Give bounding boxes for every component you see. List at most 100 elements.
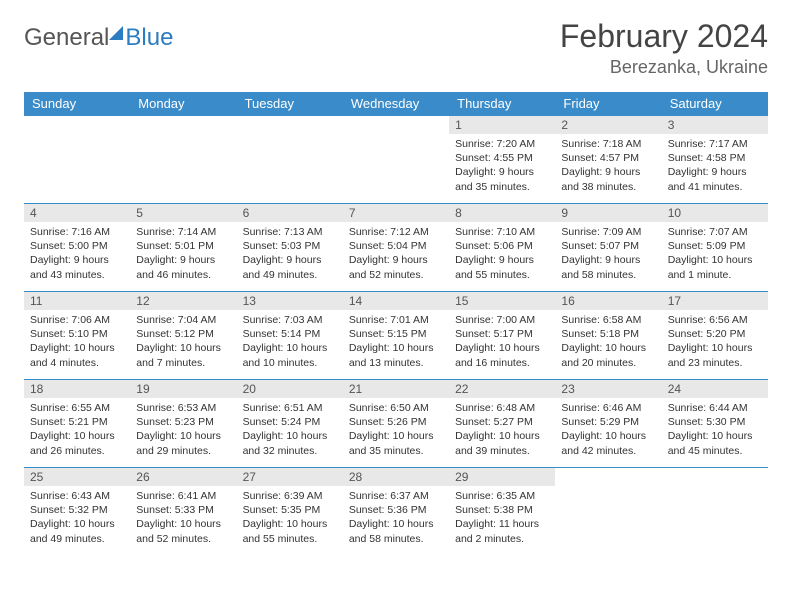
day-number: 11 bbox=[24, 292, 130, 310]
day-body: Sunrise: 6:50 AMSunset: 5:26 PMDaylight:… bbox=[343, 398, 449, 462]
day-body: Sunrise: 6:55 AMSunset: 5:21 PMDaylight:… bbox=[24, 398, 130, 462]
calendar-cell: 14Sunrise: 7:01 AMSunset: 5:15 PMDayligh… bbox=[343, 292, 449, 380]
calendar-cell: 17Sunrise: 6:56 AMSunset: 5:20 PMDayligh… bbox=[662, 292, 768, 380]
calendar-cell: 15Sunrise: 7:00 AMSunset: 5:17 PMDayligh… bbox=[449, 292, 555, 380]
day-number: 12 bbox=[130, 292, 236, 310]
calendar-cell: 24Sunrise: 6:44 AMSunset: 5:30 PMDayligh… bbox=[662, 380, 768, 468]
day-body: Sunrise: 6:53 AMSunset: 5:23 PMDaylight:… bbox=[130, 398, 236, 462]
calendar-cell: 16Sunrise: 6:58 AMSunset: 5:18 PMDayligh… bbox=[555, 292, 661, 380]
calendar-cell: 18Sunrise: 6:55 AMSunset: 5:21 PMDayligh… bbox=[24, 380, 130, 468]
logo: General Blue bbox=[24, 18, 173, 52]
weekday-header: Sunday bbox=[24, 92, 130, 116]
calendar-week: 1Sunrise: 7:20 AMSunset: 4:55 PMDaylight… bbox=[24, 116, 768, 204]
calendar-cell: 7Sunrise: 7:12 AMSunset: 5:04 PMDaylight… bbox=[343, 204, 449, 292]
day-number: 29 bbox=[449, 468, 555, 486]
weekday-header: Friday bbox=[555, 92, 661, 116]
day-number: 9 bbox=[555, 204, 661, 222]
day-body: Sunrise: 7:17 AMSunset: 4:58 PMDaylight:… bbox=[662, 134, 768, 198]
day-body: Sunrise: 6:44 AMSunset: 5:30 PMDaylight:… bbox=[662, 398, 768, 462]
day-body: Sunrise: 7:20 AMSunset: 4:55 PMDaylight:… bbox=[449, 134, 555, 198]
day-number: 23 bbox=[555, 380, 661, 398]
day-number: 6 bbox=[237, 204, 343, 222]
calendar-week: 4Sunrise: 7:16 AMSunset: 5:00 PMDaylight… bbox=[24, 204, 768, 292]
day-body: Sunrise: 7:06 AMSunset: 5:10 PMDaylight:… bbox=[24, 310, 130, 374]
calendar-week: 11Sunrise: 7:06 AMSunset: 5:10 PMDayligh… bbox=[24, 292, 768, 380]
calendar-cell: 11Sunrise: 7:06 AMSunset: 5:10 PMDayligh… bbox=[24, 292, 130, 380]
weekday-row: SundayMondayTuesdayWednesdayThursdayFrid… bbox=[24, 92, 768, 116]
day-number: 10 bbox=[662, 204, 768, 222]
day-number: 1 bbox=[449, 116, 555, 134]
day-number: 5 bbox=[130, 204, 236, 222]
day-number: 13 bbox=[237, 292, 343, 310]
weekday-header: Monday bbox=[130, 92, 236, 116]
calendar-cell bbox=[662, 468, 768, 556]
calendar-cell: 25Sunrise: 6:43 AMSunset: 5:32 PMDayligh… bbox=[24, 468, 130, 556]
calendar-cell: 23Sunrise: 6:46 AMSunset: 5:29 PMDayligh… bbox=[555, 380, 661, 468]
weekday-header: Thursday bbox=[449, 92, 555, 116]
day-number: 17 bbox=[662, 292, 768, 310]
day-body: Sunrise: 6:46 AMSunset: 5:29 PMDaylight:… bbox=[555, 398, 661, 462]
calendar-cell: 20Sunrise: 6:51 AMSunset: 5:24 PMDayligh… bbox=[237, 380, 343, 468]
day-number: 2 bbox=[555, 116, 661, 134]
header: General Blue February 2024 Berezanka, Uk… bbox=[24, 18, 768, 78]
calendar-head: SundayMondayTuesdayWednesdayThursdayFrid… bbox=[24, 92, 768, 116]
calendar-cell: 27Sunrise: 6:39 AMSunset: 5:35 PMDayligh… bbox=[237, 468, 343, 556]
day-body: Sunrise: 6:39 AMSunset: 5:35 PMDaylight:… bbox=[237, 486, 343, 550]
day-body: Sunrise: 7:13 AMSunset: 5:03 PMDaylight:… bbox=[237, 222, 343, 286]
day-body: Sunrise: 6:35 AMSunset: 5:38 PMDaylight:… bbox=[449, 486, 555, 550]
day-body: Sunrise: 7:18 AMSunset: 4:57 PMDaylight:… bbox=[555, 134, 661, 198]
day-number: 18 bbox=[24, 380, 130, 398]
day-body: Sunrise: 6:37 AMSunset: 5:36 PMDaylight:… bbox=[343, 486, 449, 550]
calendar-cell: 2Sunrise: 7:18 AMSunset: 4:57 PMDaylight… bbox=[555, 116, 661, 204]
day-body: Sunrise: 7:07 AMSunset: 5:09 PMDaylight:… bbox=[662, 222, 768, 286]
calendar-cell: 4Sunrise: 7:16 AMSunset: 5:00 PMDaylight… bbox=[24, 204, 130, 292]
calendar-week: 25Sunrise: 6:43 AMSunset: 5:32 PMDayligh… bbox=[24, 468, 768, 556]
day-number: 26 bbox=[130, 468, 236, 486]
calendar-cell: 13Sunrise: 7:03 AMSunset: 5:14 PMDayligh… bbox=[237, 292, 343, 380]
calendar-table: SundayMondayTuesdayWednesdayThursdayFrid… bbox=[24, 92, 768, 556]
day-body: Sunrise: 7:10 AMSunset: 5:06 PMDaylight:… bbox=[449, 222, 555, 286]
day-number: 27 bbox=[237, 468, 343, 486]
day-number: 4 bbox=[24, 204, 130, 222]
calendar-cell: 21Sunrise: 6:50 AMSunset: 5:26 PMDayligh… bbox=[343, 380, 449, 468]
logo-triangle-icon bbox=[109, 26, 123, 40]
calendar-cell: 26Sunrise: 6:41 AMSunset: 5:33 PMDayligh… bbox=[130, 468, 236, 556]
calendar-cell: 1Sunrise: 7:20 AMSunset: 4:55 PMDaylight… bbox=[449, 116, 555, 204]
day-number: 25 bbox=[24, 468, 130, 486]
day-body: Sunrise: 7:16 AMSunset: 5:00 PMDaylight:… bbox=[24, 222, 130, 286]
location: Berezanka, Ukraine bbox=[560, 57, 768, 78]
day-number: 24 bbox=[662, 380, 768, 398]
calendar-cell: 10Sunrise: 7:07 AMSunset: 5:09 PMDayligh… bbox=[662, 204, 768, 292]
calendar-cell: 6Sunrise: 7:13 AMSunset: 5:03 PMDaylight… bbox=[237, 204, 343, 292]
day-body: Sunrise: 7:03 AMSunset: 5:14 PMDaylight:… bbox=[237, 310, 343, 374]
logo-text-2: Blue bbox=[125, 24, 173, 52]
day-body: Sunrise: 7:12 AMSunset: 5:04 PMDaylight:… bbox=[343, 222, 449, 286]
day-number: 22 bbox=[449, 380, 555, 398]
day-number: 7 bbox=[343, 204, 449, 222]
day-number: 8 bbox=[449, 204, 555, 222]
calendar-cell bbox=[130, 116, 236, 204]
weekday-header: Tuesday bbox=[237, 92, 343, 116]
calendar-cell bbox=[555, 468, 661, 556]
weekday-header: Saturday bbox=[662, 92, 768, 116]
day-body: Sunrise: 7:04 AMSunset: 5:12 PMDaylight:… bbox=[130, 310, 236, 374]
calendar-cell: 9Sunrise: 7:09 AMSunset: 5:07 PMDaylight… bbox=[555, 204, 661, 292]
weekday-header: Wednesday bbox=[343, 92, 449, 116]
day-body: Sunrise: 6:58 AMSunset: 5:18 PMDaylight:… bbox=[555, 310, 661, 374]
day-number: 14 bbox=[343, 292, 449, 310]
day-body: Sunrise: 6:43 AMSunset: 5:32 PMDaylight:… bbox=[24, 486, 130, 550]
calendar-cell bbox=[237, 116, 343, 204]
day-body: Sunrise: 6:41 AMSunset: 5:33 PMDaylight:… bbox=[130, 486, 236, 550]
calendar-cell: 3Sunrise: 7:17 AMSunset: 4:58 PMDaylight… bbox=[662, 116, 768, 204]
day-body: Sunrise: 6:56 AMSunset: 5:20 PMDaylight:… bbox=[662, 310, 768, 374]
title-block: February 2024 Berezanka, Ukraine bbox=[560, 18, 768, 78]
day-number: 20 bbox=[237, 380, 343, 398]
calendar-body: 1Sunrise: 7:20 AMSunset: 4:55 PMDaylight… bbox=[24, 116, 768, 556]
day-number: 28 bbox=[343, 468, 449, 486]
day-body: Sunrise: 6:48 AMSunset: 5:27 PMDaylight:… bbox=[449, 398, 555, 462]
calendar-cell bbox=[24, 116, 130, 204]
day-body: Sunrise: 7:09 AMSunset: 5:07 PMDaylight:… bbox=[555, 222, 661, 286]
calendar-cell: 22Sunrise: 6:48 AMSunset: 5:27 PMDayligh… bbox=[449, 380, 555, 468]
day-body: Sunrise: 7:01 AMSunset: 5:15 PMDaylight:… bbox=[343, 310, 449, 374]
day-body: Sunrise: 6:51 AMSunset: 5:24 PMDaylight:… bbox=[237, 398, 343, 462]
